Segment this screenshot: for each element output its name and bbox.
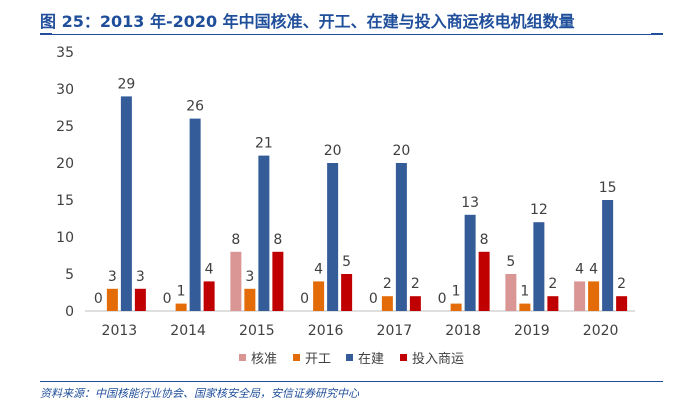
bar	[327, 163, 339, 311]
data-label: 0	[438, 291, 447, 307]
data-label: 5	[342, 254, 351, 270]
bar	[258, 155, 270, 311]
y-tick-label: 35	[56, 45, 74, 61]
bar	[505, 274, 517, 311]
data-label: 15	[599, 180, 617, 196]
bar	[230, 251, 242, 311]
x-tick-label: 2020	[583, 323, 619, 339]
data-label: 2	[548, 276, 557, 292]
data-label: 4	[314, 261, 323, 277]
bar	[616, 296, 628, 311]
data-label: 0	[300, 291, 309, 307]
data-label: 20	[392, 143, 410, 159]
data-label: 2	[617, 276, 626, 292]
data-label: 0	[94, 291, 103, 307]
legend-label: 核准	[251, 352, 277, 367]
data-label: 4	[205, 261, 214, 277]
data-label: 1	[452, 284, 461, 300]
right-marker	[651, 33, 663, 35]
bar	[134, 288, 146, 311]
title-divider	[40, 34, 663, 35]
data-label: 13	[461, 195, 479, 211]
data-label: 3	[245, 269, 254, 285]
data-label: 5	[506, 254, 515, 270]
x-tick-label: 2015	[239, 323, 275, 339]
bar	[244, 288, 256, 311]
bar	[120, 96, 132, 312]
bar	[381, 296, 393, 311]
data-label: 3	[108, 269, 117, 285]
source-note: 资料来源：中国核能行业协会、国家核安全局，安信证券研究中心	[40, 387, 359, 400]
data-label: 1	[177, 284, 186, 300]
x-tick-label: 2016	[308, 323, 344, 339]
x-tick-label: 2014	[170, 323, 206, 339]
data-label: 20	[324, 143, 342, 159]
footer-divider	[40, 381, 663, 382]
data-label: 8	[231, 232, 240, 248]
y-tick-label: 0	[65, 304, 74, 320]
bar	[409, 296, 421, 311]
bar	[602, 200, 614, 311]
legend-label: 在建	[358, 352, 384, 367]
bar	[478, 251, 490, 311]
y-tick-label: 20	[56, 156, 74, 172]
legend-label: 开工	[305, 352, 331, 367]
legend-swatch	[239, 354, 246, 361]
data-label: 26	[186, 99, 204, 115]
page-title: 图 25：2013 年-2020 年中国核准、开工、在建与投入商运核电机组数量	[40, 12, 575, 31]
x-tick-label: 2017	[377, 323, 413, 339]
data-label: 29	[117, 76, 135, 92]
left-marker	[40, 33, 52, 35]
bar	[313, 281, 325, 311]
bar	[175, 303, 187, 311]
x-tick-label: 2018	[445, 323, 481, 339]
bar	[588, 281, 600, 311]
y-tick-label: 15	[56, 193, 74, 209]
data-label: 8	[273, 232, 282, 248]
legend-swatch	[400, 354, 407, 361]
data-label: 0	[163, 291, 172, 307]
data-label: 4	[575, 261, 584, 277]
legend-label: 投入商运	[412, 351, 464, 367]
bar	[203, 281, 215, 311]
bar	[464, 214, 476, 311]
bar	[533, 222, 545, 311]
data-label: 0	[369, 291, 378, 307]
legend-swatch	[346, 354, 353, 361]
bar	[395, 163, 407, 311]
data-label: 21	[255, 136, 273, 152]
legend-swatch	[293, 354, 300, 361]
bar	[450, 303, 462, 311]
bar	[574, 281, 586, 311]
data-label: 1	[520, 284, 529, 300]
data-label: 8	[480, 232, 489, 248]
bar	[341, 274, 353, 311]
data-label: 12	[530, 202, 548, 218]
y-tick-label: 25	[56, 119, 74, 135]
data-label: 4	[589, 261, 598, 277]
bar	[519, 303, 531, 311]
bar	[189, 118, 201, 311]
y-tick-label: 10	[56, 230, 74, 246]
data-label: 3	[136, 269, 145, 285]
y-tick-label: 5	[65, 267, 74, 283]
y-tick-label: 30	[56, 82, 74, 98]
data-label: 2	[411, 276, 420, 292]
bar	[106, 288, 118, 311]
x-tick-label: 2013	[102, 323, 138, 339]
bar	[547, 296, 559, 311]
bar	[272, 251, 284, 311]
data-label: 2	[383, 276, 392, 292]
x-tick-label: 2019	[514, 323, 550, 339]
